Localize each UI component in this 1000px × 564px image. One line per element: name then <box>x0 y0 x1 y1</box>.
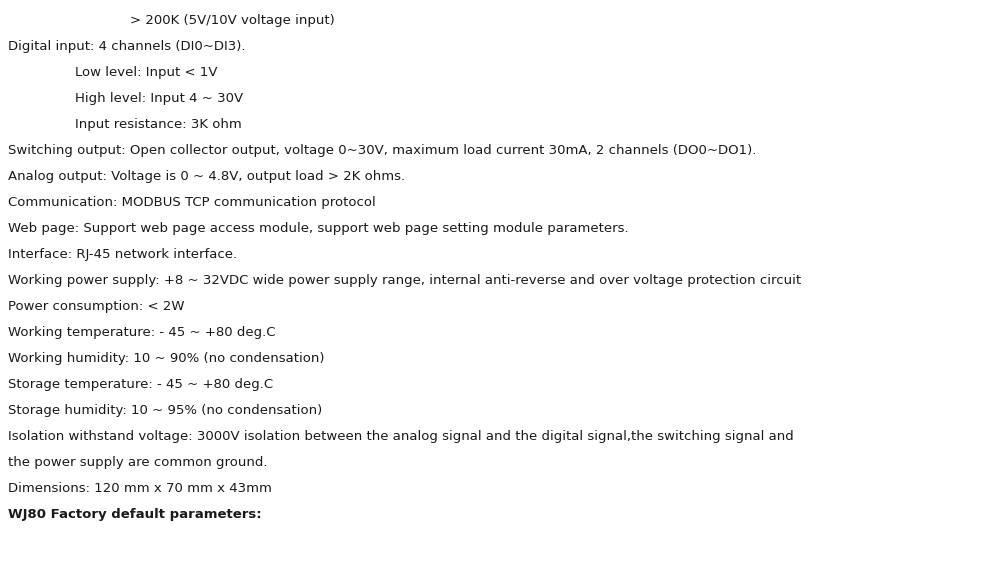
Text: > 200K (5V/10V voltage input): > 200K (5V/10V voltage input) <box>130 14 335 27</box>
Text: Storage humidity: 10 ~ 95% (no condensation): Storage humidity: 10 ~ 95% (no condensat… <box>8 404 322 417</box>
Text: High level: Input 4 ~ 30V: High level: Input 4 ~ 30V <box>75 92 243 105</box>
Text: Working temperature: - 45 ~ +80 deg.C: Working temperature: - 45 ~ +80 deg.C <box>8 326 276 339</box>
Text: Low level: Input < 1V: Low level: Input < 1V <box>75 66 218 79</box>
Text: Isolation withstand voltage: 3000V isolation between the analog signal and the d: Isolation withstand voltage: 3000V isola… <box>8 430 794 443</box>
Text: Working power supply: +8 ~ 32VDC wide power supply range, internal anti-reverse : Working power supply: +8 ~ 32VDC wide po… <box>8 274 801 287</box>
Text: Switching output: Open collector output, voltage 0~30V, maximum load current 30m: Switching output: Open collector output,… <box>8 144 756 157</box>
Text: Interface: RJ-45 network interface.: Interface: RJ-45 network interface. <box>8 248 237 261</box>
Text: the power supply are common ground.: the power supply are common ground. <box>8 456 268 469</box>
Text: Communication: MODBUS TCP communication protocol: Communication: MODBUS TCP communication … <box>8 196 376 209</box>
Text: Working humidity: 10 ~ 90% (no condensation): Working humidity: 10 ~ 90% (no condensat… <box>8 352 324 365</box>
Text: Dimensions: 120 mm x 70 mm x 43mm: Dimensions: 120 mm x 70 mm x 43mm <box>8 482 272 495</box>
Text: Digital input: 4 channels (DI0~DI3).: Digital input: 4 channels (DI0~DI3). <box>8 40 246 53</box>
Text: Web page: Support web page access module, support web page setting module parame: Web page: Support web page access module… <box>8 222 629 235</box>
Text: Input resistance: 3K ohm: Input resistance: 3K ohm <box>75 118 242 131</box>
Text: WJ80 Factory default parameters:: WJ80 Factory default parameters: <box>8 508 262 521</box>
Text: Power consumption: < 2W: Power consumption: < 2W <box>8 300 184 313</box>
Text: Analog output: Voltage is 0 ~ 4.8V, output load > 2K ohms.: Analog output: Voltage is 0 ~ 4.8V, outp… <box>8 170 405 183</box>
Text: Storage temperature: - 45 ~ +80 deg.C: Storage temperature: - 45 ~ +80 deg.C <box>8 378 273 391</box>
